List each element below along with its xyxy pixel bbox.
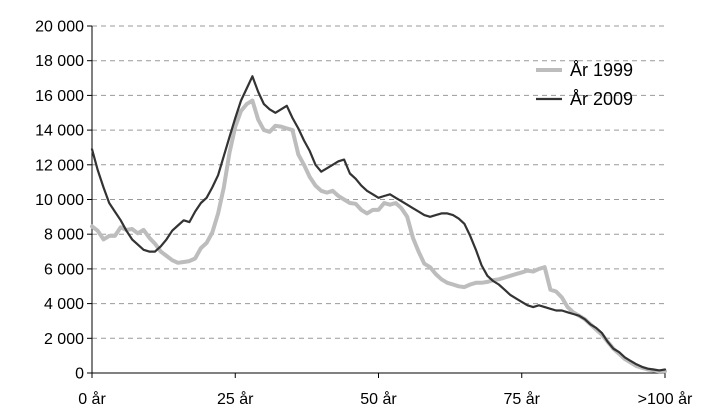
y-tick-label: 16 000 [35, 88, 84, 105]
series-line-1 [90, 98, 667, 374]
y-tick-label: 2 000 [44, 331, 84, 348]
y-tick-label: 4 000 [44, 296, 84, 313]
legend-label-2: År 2009 [570, 89, 633, 109]
x-tick-label: >100 år [638, 390, 693, 408]
x-tick-label: 75 år [504, 390, 541, 408]
gridlines [92, 25, 665, 339]
legend: År 1999 År 2009 [536, 60, 633, 109]
legend-label-1: År 1999 [570, 60, 633, 80]
y-tick-label: 18 000 [35, 53, 84, 70]
series-line-2 [90, 75, 667, 372]
y-tick-label: 10 000 [35, 192, 84, 209]
y-tick-label: 12 000 [35, 157, 84, 174]
x-tick-label: 50 år [360, 390, 397, 408]
y-tick-label: 20 000 [35, 19, 84, 36]
y-tick-label: 6 000 [44, 261, 84, 278]
axes [87, 25, 666, 378]
x-tick-label: 0 år [78, 390, 106, 408]
y-tick-labels: 0 2 000 4 000 6 000 8 000 10 000 12 000 14 000 1… [35, 19, 84, 383]
y-tick-label: 0 [75, 366, 84, 383]
y-tick-label: 14 000 [35, 123, 84, 140]
series-lines [90, 75, 667, 374]
y-tick-label: 8 000 [44, 227, 84, 244]
x-tick-label: 25 år [217, 390, 254, 408]
x-tick-labels: 0 år 25 år 50 år 75 år >100 år [78, 390, 693, 408]
